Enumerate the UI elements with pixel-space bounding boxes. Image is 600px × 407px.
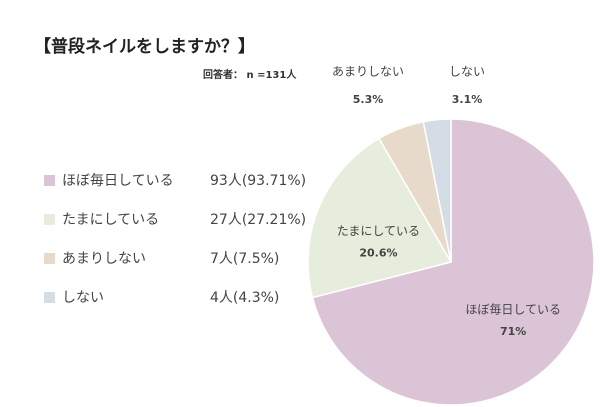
pie-slice: [307, 137, 453, 299]
pie-slice: [422, 118, 452, 263]
slice-value: 5.3%: [353, 93, 384, 106]
slice-label: しない: [449, 65, 485, 79]
legend-swatch: [44, 292, 55, 303]
pie-slice: [311, 118, 595, 406]
legend-value: 93人(93.71%): [210, 173, 306, 189]
slice-label: ほぼ毎日している: [465, 302, 561, 317]
legend-value: 4人(4.3%): [210, 290, 279, 306]
legend-label: あまりしない: [62, 251, 146, 267]
legend-swatch: [44, 214, 55, 225]
chart-title: 【普段ネイルをしますか？】: [34, 36, 255, 57]
slice-label: たまにしている: [337, 224, 420, 238]
slice-value: 71%: [500, 325, 526, 338]
slice-value: 20.6%: [359, 247, 397, 260]
slice-label: あまりしない: [332, 65, 404, 79]
legend-label: ほぼ毎日している: [62, 173, 174, 189]
legend-swatch: [44, 175, 55, 186]
legend-label: しない: [62, 290, 104, 306]
legend-label: たまにしている: [62, 212, 159, 228]
legend-value: 27人(27.21%): [210, 212, 306, 228]
slice-value: 3.1%: [452, 93, 483, 106]
legend-value: 7人(7.5%): [210, 251, 279, 267]
legend-swatch: [44, 253, 55, 264]
chart-subtitle: 回答者： n =131人: [203, 68, 297, 81]
